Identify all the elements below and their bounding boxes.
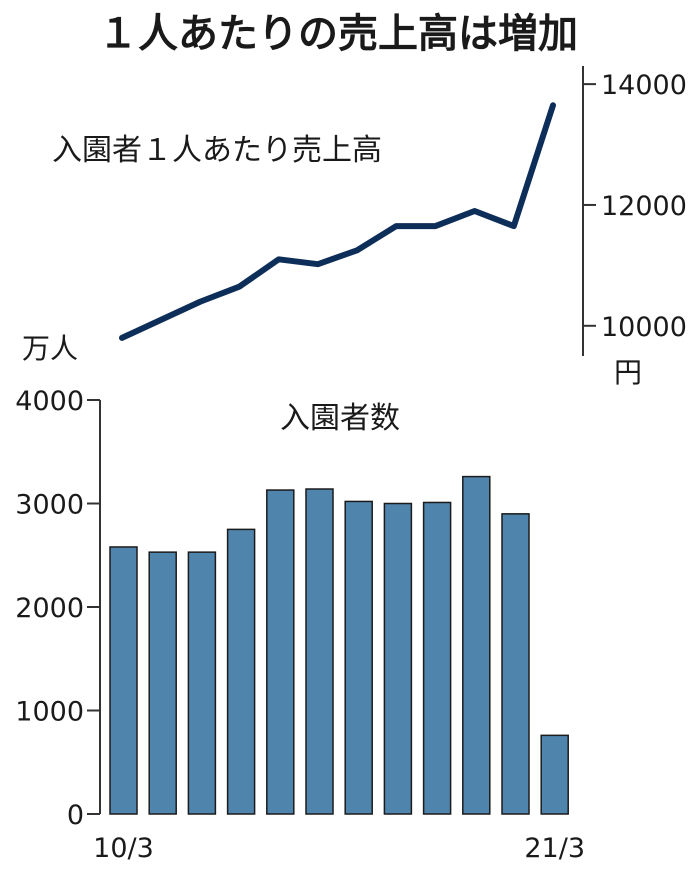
chart-title: １人あたりの売上高は増加 xyxy=(98,11,578,57)
bar-unit-label: 万人 xyxy=(22,332,78,365)
line-y-tick-label: 14000 xyxy=(601,70,687,101)
line-series xyxy=(119,102,556,341)
line-path xyxy=(119,102,556,341)
bar-16-3 xyxy=(344,500,373,815)
sales-per-visitor-chart: 入園者１人あたり売上高 10000 12000 14000 円 xyxy=(52,66,687,389)
bar-12-3 xyxy=(187,551,217,815)
bar-19-3 xyxy=(462,475,491,815)
line-chart-title: 入園者１人あたり売上高 xyxy=(52,133,382,168)
bar-y-tick-label: 1000 xyxy=(15,697,84,728)
bar-y-tick-label: 4000 xyxy=(15,386,84,417)
line-unit-label: 円 xyxy=(614,356,642,389)
bar-17-3 xyxy=(383,502,413,815)
line-y-tick-label: 10000 xyxy=(601,312,687,343)
bar-y-tick-label: 3000 xyxy=(15,490,84,521)
bar-10-3 xyxy=(109,546,138,815)
bar-21-3 xyxy=(540,734,569,815)
bar-15-3 xyxy=(305,488,334,815)
bar-series xyxy=(109,475,569,815)
bar-x-tick-label-first: 10/3 xyxy=(93,833,154,864)
line-y-ticks: 10000 12000 14000 xyxy=(583,70,687,343)
visitor-count-chart: 万人 入園者数 0 1000 2000 3000 4000 10/3 21/3 xyxy=(15,332,585,864)
bar-20-3 xyxy=(501,513,530,815)
bar-14-3 xyxy=(266,489,295,815)
bar-13-3 xyxy=(226,528,256,815)
line-y-tick-label: 12000 xyxy=(601,191,687,222)
bar-11-3 xyxy=(148,551,177,815)
bar-y-ticks: 0 1000 2000 3000 4000 xyxy=(15,386,100,831)
bar-x-ticks: 10/3 21/3 xyxy=(93,833,585,864)
bar-18-3 xyxy=(422,501,452,815)
bar-chart-title: 入園者数 xyxy=(280,401,400,436)
bar-y-tick-label: 2000 xyxy=(15,593,84,624)
bar-x-tick-label-last: 21/3 xyxy=(524,833,585,864)
bar-y-tick-label: 0 xyxy=(67,800,84,831)
